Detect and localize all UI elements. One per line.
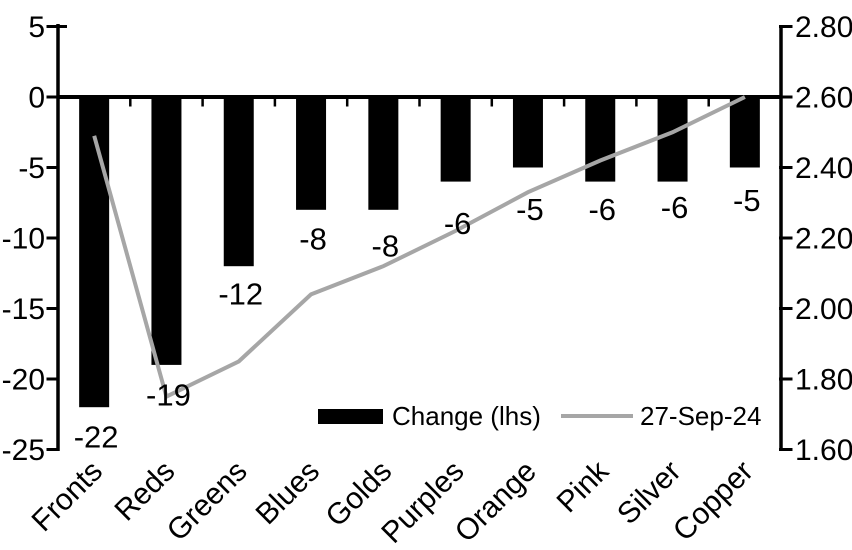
left-axis: 5 0 -5 -10 -15 -20 -25	[2, 11, 67, 467]
left-axis-label: 0	[28, 82, 45, 115]
category-label-fronts: Fronts	[26, 455, 109, 538]
category-label-blues: Blues	[250, 455, 326, 531]
category-label-purples: Purples	[375, 455, 470, 550]
bar-data-label: -6	[588, 192, 616, 227]
right-axis-label: 2.40	[795, 152, 852, 185]
category-label-copper: Copper	[667, 455, 760, 548]
bar-data-label: -6	[661, 190, 689, 225]
bar-fronts	[79, 97, 110, 408]
category-label-orange: Orange	[449, 455, 543, 549]
right-axis-label: 1.80	[795, 364, 852, 397]
bar-orange	[512, 97, 543, 168]
left-axis-label: -25	[2, 434, 45, 467]
bar-data-label: -12	[218, 277, 263, 312]
right-axis-label: 2.60	[795, 82, 852, 115]
bar-data-label: -22	[74, 420, 119, 455]
bar-series	[79, 97, 760, 408]
bar-silver	[657, 97, 688, 182]
left-axis-label: -5	[18, 152, 45, 185]
line-series	[92, 95, 746, 400]
right-axis-label: 1.60	[795, 434, 852, 467]
right-axis-label: 2.20	[795, 223, 852, 256]
bar-data-label: -8	[299, 221, 327, 256]
bar-reds	[151, 97, 182, 365]
right-axis-label: 2.80	[795, 11, 852, 44]
right-axis: 2.80 2.60 2.40 2.20 2.00 1.80 1.60	[779, 11, 852, 467]
left-axis-label: -20	[2, 364, 45, 397]
bar-data-label: -8	[372, 228, 400, 263]
bar-golds	[368, 97, 399, 210]
bar-copper	[729, 97, 760, 168]
bar-purples	[440, 97, 471, 182]
bar-blues	[296, 97, 327, 210]
category-label-pink: Pink	[551, 454, 616, 519]
bar-data-label: -6	[444, 206, 472, 241]
category-label-greens: Greens	[161, 455, 254, 548]
left-axis-label: 5	[28, 11, 45, 44]
bar-data-label: -5	[733, 183, 761, 218]
line-path	[92, 95, 746, 400]
left-axis-label: -10	[2, 223, 45, 256]
bar-data-label: -19	[146, 377, 191, 412]
left-axis-label: -15	[2, 293, 45, 326]
bar-pink	[585, 97, 616, 182]
bar-data-label: -5	[516, 192, 544, 227]
bar-data-labels: -22 -19 -12 -8 -8 -6 -5 -6 -6 -5	[74, 183, 761, 455]
bar-greens	[223, 97, 254, 267]
right-axis-label: 2.00	[795, 293, 852, 326]
